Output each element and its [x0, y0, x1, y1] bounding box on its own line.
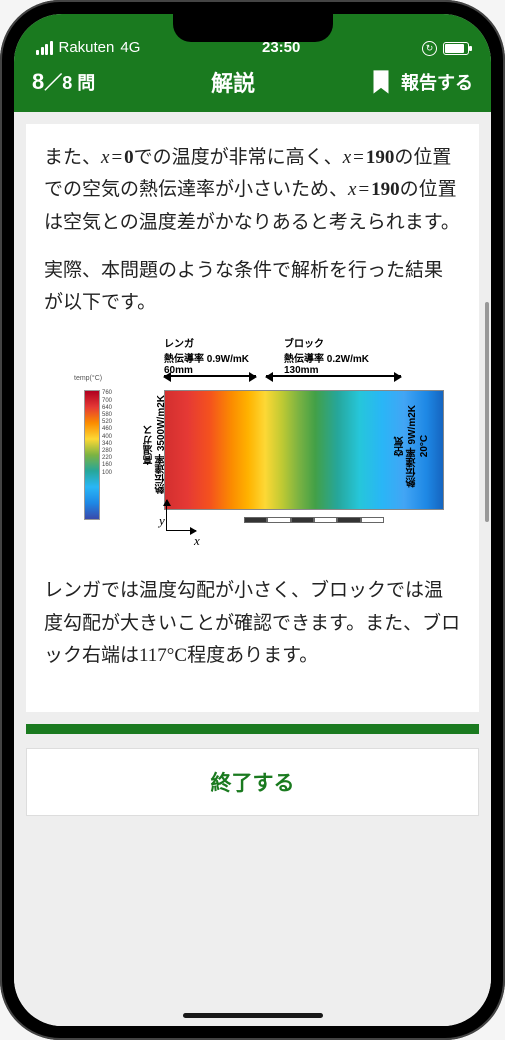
paragraph-1: また、x=0での温度が非常に高く、x=190の位置での空気の熱伝達率が小さいため… [44, 142, 461, 239]
bookmark-icon[interactable] [371, 70, 391, 94]
section-divider [26, 724, 479, 734]
question-suffix: 問 [77, 73, 95, 93]
colorbar-title: temp(°C) [74, 375, 102, 382]
x-axis-arrow [166, 530, 196, 531]
header-actions: 報告する [371, 69, 473, 95]
battery-icon [443, 42, 469, 55]
explanation-card: また、x=0での温度が非常に高く、x=190の位置での空気の熱伝達率が小さいため… [26, 124, 479, 712]
current-question: 8 [32, 69, 44, 94]
content-scroll[interactable]: また、x=0での温度が非常に高く、x=190の位置での空気の熱伝達率が小さいため… [14, 112, 491, 1026]
report-button[interactable]: 報告する [401, 69, 473, 95]
status-right: ↻ [422, 41, 469, 56]
status-left: Rakuten 4G [36, 39, 140, 56]
total-questions: 8 [62, 73, 72, 93]
y-axis-arrow [166, 500, 167, 530]
page-title: 解説 [211, 66, 255, 98]
question-counter: 8／8 問 [32, 69, 95, 95]
finish-button[interactable]: 終了する [26, 748, 479, 816]
phone-screen: Rakuten 4G 23:50 ↻ 8／8 問 解説 報告する [14, 14, 491, 1026]
scale-bar [244, 517, 384, 523]
app-header: 8／8 問 解説 報告する [14, 58, 491, 112]
phone-frame: Rakuten 4G 23:50 ↻ 8／8 問 解説 報告する [0, 0, 505, 1040]
right-boundary-label: 空気熱伝達率 9W/m2K20°C [395, 405, 431, 487]
x-axis-label: x [194, 533, 200, 549]
dimension-arrows [164, 375, 401, 389]
home-indicator[interactable] [183, 1013, 323, 1018]
paragraph-2: 実際、本問題のような条件で解析を行った結果が以下です。 [44, 255, 461, 320]
colorbar-ticks: 760700640580520460400340280220160100 [102, 390, 112, 476]
material1-conductivity: 熱伝導率 0.9W/mK [164, 350, 274, 365]
scrollbar[interactable] [485, 302, 489, 522]
figure-top-labels: レンガ 熱伝導率 0.9W/mK 60mm ブロック 熱伝導率 0.2W/mK … [164, 335, 421, 376]
material2-conductivity: 熱伝導率 0.2W/mK [284, 350, 444, 365]
notch [173, 14, 333, 42]
orientation-lock-icon: ↻ [422, 41, 437, 56]
signal-icon [36, 41, 53, 55]
thermal-figure: レンガ 熱伝導率 0.9W/mK 60mm ブロック 熱伝導率 0.2W/mK … [44, 335, 461, 555]
material2-name: ブロック [284, 335, 444, 350]
material1-name: レンガ [164, 335, 274, 350]
carrier-label: Rakuten [59, 39, 115, 56]
colorbar [84, 390, 100, 520]
paragraph-3: レンガでは温度勾配が小さく、ブロックでは温度勾配が大きいことが確認できます。また… [44, 575, 461, 672]
network-label: 4G [120, 39, 140, 56]
y-axis-label: y [159, 513, 165, 529]
